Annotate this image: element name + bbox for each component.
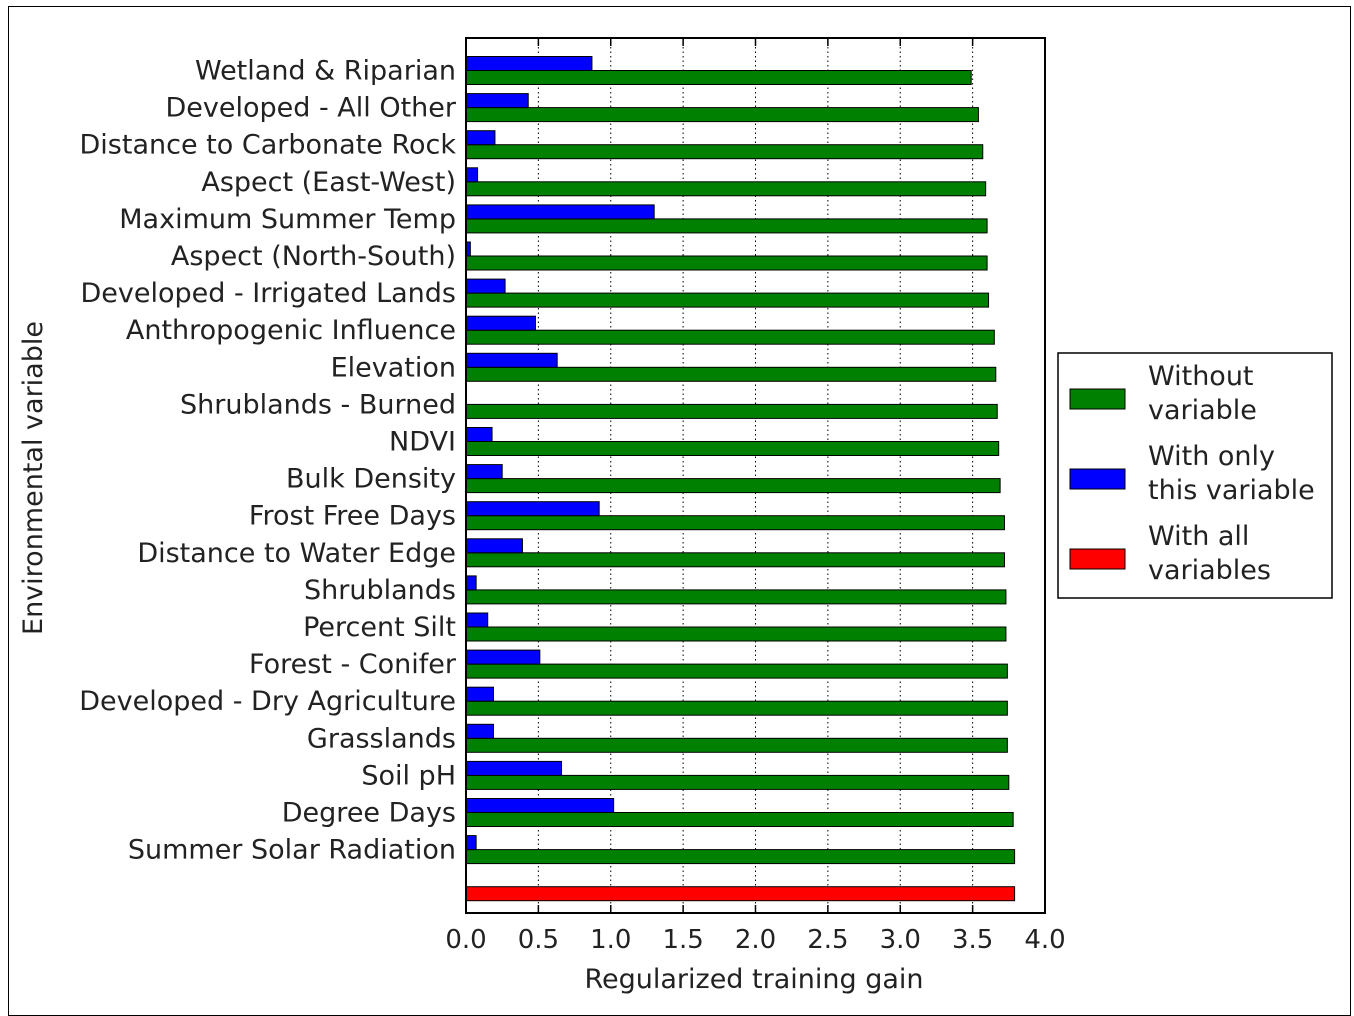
bar-with-only-variable xyxy=(465,798,615,813)
bar-with-only-variable xyxy=(465,427,493,442)
bar-with-only-variable xyxy=(465,204,655,220)
x-tick-label: 1.5 xyxy=(662,925,703,955)
x-tick-label: 2.0 xyxy=(735,925,776,955)
legend-label-line1: With only xyxy=(1148,441,1275,472)
bar-with-only-variable xyxy=(465,56,593,71)
bar-without-variable xyxy=(465,107,979,123)
bar-without-variable xyxy=(465,70,972,85)
bar-with-only-variable xyxy=(465,835,477,851)
x-axis-label: Regularized training gain xyxy=(584,964,923,995)
bar-without-variable xyxy=(465,218,988,234)
bar-without-variable xyxy=(465,329,995,345)
x-tick-label: 1.0 xyxy=(590,925,631,955)
x-axis-ticks: 0.0 0.5 1.0 1.5 2.0 2.5 3.0 3.5 4.0 xyxy=(445,38,1066,955)
legend-swatch xyxy=(1069,468,1126,490)
category-label: Distance to Water Edge xyxy=(137,538,456,569)
category-label: Percent Silt xyxy=(303,612,456,643)
legend-label-line2: this variable xyxy=(1148,475,1315,506)
category-label: Developed - Dry Agriculture xyxy=(79,686,456,717)
bar-without-variable xyxy=(465,403,998,419)
category-label: Wetland & Riparian xyxy=(195,56,456,87)
bar-without-variable xyxy=(465,626,1007,642)
bar-with-only-variable xyxy=(465,93,529,109)
category-label: Grasslands xyxy=(307,723,456,754)
x-tick-label: 3.5 xyxy=(952,925,993,955)
category-label: Anthropogenic Influence xyxy=(126,315,456,346)
x-tick-label: 3.0 xyxy=(880,925,921,955)
category-label: Frost Free Days xyxy=(249,501,456,532)
category-label: Distance to Carbonate Rock xyxy=(80,130,457,161)
category-label: Degree Days xyxy=(282,798,456,829)
category-label: Aspect (North-South) xyxy=(171,241,456,272)
category-label: Developed - Irrigated Lands xyxy=(80,278,456,309)
bar-without-variable xyxy=(465,737,1008,753)
bar-without-variable xyxy=(465,181,987,197)
category-label: Shrublands - Burned xyxy=(180,389,456,420)
category-label: Developed - All Other xyxy=(165,93,456,124)
legend-label-line1: Without xyxy=(1148,361,1254,392)
bar-with-only-variable xyxy=(465,501,600,517)
x-tick-label: 4.0 xyxy=(1024,925,1065,955)
bars xyxy=(465,56,1016,902)
legend-swatch xyxy=(1069,548,1126,570)
bar-with-only-variable xyxy=(465,464,503,480)
bar-with-only-variable xyxy=(465,538,523,554)
category-label: Bulk Density xyxy=(286,464,456,495)
category-label: Elevation xyxy=(331,352,456,383)
legend-swatch xyxy=(1069,388,1126,410)
bar-with-only-variable xyxy=(465,686,495,702)
x-tick-label: 0.0 xyxy=(445,925,486,955)
bar-without-variable xyxy=(465,552,1005,568)
y-axis-label: Environmental variable xyxy=(18,321,49,635)
bar-with-only-variable xyxy=(465,315,536,331)
bar-without-variable xyxy=(465,292,990,308)
bar-without-variable xyxy=(465,366,997,382)
bar-without-variable xyxy=(465,255,988,271)
bar-without-variable xyxy=(465,700,1008,716)
bar-without-variable xyxy=(465,144,984,160)
bar-without-variable xyxy=(465,441,1000,456)
category-labels: Wetland & Riparian Developed - All Other D… xyxy=(79,56,457,866)
legend-label-line1: With all xyxy=(1148,521,1249,552)
category-label: NDVI xyxy=(389,427,456,458)
legend-label-line2: variables xyxy=(1148,555,1271,586)
x-tick-label: 2.5 xyxy=(807,925,848,955)
category-label: Summer Solar Radiation xyxy=(128,835,456,866)
bar-with-only-variable xyxy=(465,575,477,591)
bar-without-variable xyxy=(465,849,1016,865)
bar-without-variable xyxy=(465,663,1008,679)
bar-with-only-variable xyxy=(465,760,563,776)
category-label: Shrublands xyxy=(304,575,456,606)
bar-with-only-variable xyxy=(465,612,489,628)
bar-with-all-variables xyxy=(465,886,1016,902)
bar-with-only-variable xyxy=(465,723,495,739)
category-label: Soil pH xyxy=(361,760,456,791)
bar-without-variable xyxy=(465,774,1010,790)
x-tick-label: 0.5 xyxy=(518,925,559,955)
category-label: Aspect (East-West) xyxy=(201,167,456,198)
category-label: Forest - Conifer xyxy=(249,649,457,680)
bar-without-variable xyxy=(465,515,1005,531)
category-label: Maximum Summer Temp xyxy=(119,204,456,235)
bar-with-only-variable xyxy=(465,130,496,146)
bar-with-only-variable xyxy=(465,167,479,183)
bar-with-only-variable xyxy=(465,649,541,665)
bar-with-only-variable xyxy=(465,278,506,294)
bar-with-only-variable xyxy=(465,352,558,368)
bar-without-variable xyxy=(465,589,1007,605)
bar-without-variable xyxy=(465,478,1001,494)
bar-without-variable xyxy=(465,812,1014,827)
legend-label-line2: variable xyxy=(1148,395,1257,426)
